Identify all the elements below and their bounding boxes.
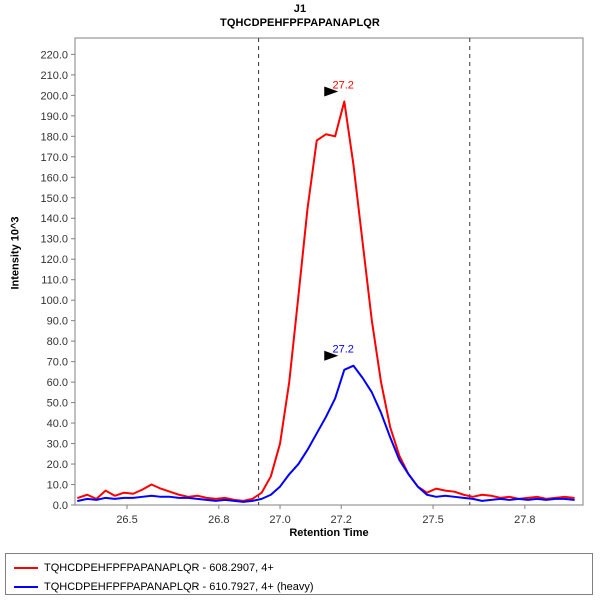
chart-title: J1 TQHCDPEHFPFPAPANAPLQR bbox=[0, 2, 600, 30]
y-tick-label: 220.0 bbox=[40, 49, 68, 61]
peak-arrow-icon bbox=[324, 86, 339, 97]
y-tick-label: 80.0 bbox=[47, 336, 68, 348]
y-tick-label: 160.0 bbox=[40, 172, 68, 184]
x-tick-label: 27.5 bbox=[422, 514, 443, 526]
y-tick-label: 210.0 bbox=[40, 70, 68, 82]
x-axis-title: Retention Time bbox=[289, 527, 369, 539]
y-tick-label: 120.0 bbox=[40, 254, 68, 266]
peak-label-heavy: 27.2 bbox=[333, 344, 354, 356]
y-tick-label: 130.0 bbox=[40, 234, 68, 246]
x-tick-group: 26.5 26.8 27.0 27.2 27.5 27.8 bbox=[116, 505, 536, 526]
y-tick-label: 170.0 bbox=[40, 152, 68, 164]
x-tick-label: 27.2 bbox=[331, 514, 352, 526]
chart-plot-area[interactable]: 0.0 10.0 20.0 30.0 40.0 50.0 60.0 70.0 80.0 90.0 1… bbox=[0, 0, 600, 545]
y-tick-label: 30.0 bbox=[47, 439, 68, 451]
integration-boundary-group bbox=[258, 38, 471, 505]
y-tick-label: 110.0 bbox=[41, 275, 68, 287]
y-tick-label: 60.0 bbox=[47, 377, 68, 389]
legend-item-light[interactable]: TQHCDPEHFPFPAPANAPLQR - 608.2907, 4+ bbox=[6, 558, 592, 577]
peptide-sequence: TQHCDPEHFPFPAPANAPLQR bbox=[220, 17, 380, 29]
chromatogram-svg[interactable]: 0.0 10.0 20.0 30.0 40.0 50.0 60.0 70.0 80.0 90.0 1… bbox=[0, 0, 600, 545]
y-tick-label: 70.0 bbox=[47, 357, 68, 369]
series-line-light[interactable] bbox=[77, 100, 575, 502]
legend-swatch-heavy-icon bbox=[14, 585, 38, 588]
y-tick-label: 100.0 bbox=[40, 295, 68, 307]
legend-item-heavy[interactable]: TQHCDPEHFPFPAPANAPLQR - 610.7927, 4+ (he… bbox=[6, 577, 592, 596]
y-tick-label: 190.0 bbox=[40, 111, 68, 123]
y-tick-label: 20.0 bbox=[47, 459, 68, 471]
x-tick-label: 26.5 bbox=[116, 514, 137, 526]
sample-name: J1 bbox=[293, 3, 307, 15]
y-tick-group: 0.0 10.0 20.0 30.0 40.0 50.0 60.0 70.0 80.0 90.0 1… bbox=[40, 49, 75, 512]
y-tick-label: 50.0 bbox=[47, 398, 68, 410]
peak-arrow-icon bbox=[324, 350, 339, 361]
y-tick-label: 150.0 bbox=[40, 193, 68, 205]
peak-label-light: 27.2 bbox=[333, 79, 354, 91]
plot-frame bbox=[74, 37, 584, 506]
legend: TQHCDPEHFPFPAPANAPLQR - 608.2907, 4+ TQH… bbox=[5, 553, 593, 595]
legend-label-heavy: TQHCDPEHFPFPAPANAPLQR - 610.7927, 4+ (he… bbox=[44, 580, 314, 593]
x-tick-label: 26.8 bbox=[208, 514, 229, 526]
x-tick-label: 27.8 bbox=[514, 514, 535, 526]
x-tick-label: 27.0 bbox=[269, 514, 290, 526]
y-tick-label: 200.0 bbox=[40, 90, 68, 102]
y-tick-label: 0.0 bbox=[53, 500, 68, 512]
y-tick-label: 180.0 bbox=[40, 131, 68, 143]
y-tick-label: 10.0 bbox=[47, 480, 68, 492]
legend-swatch-light-icon bbox=[14, 566, 38, 569]
legend-label-light: TQHCDPEHFPFPAPANAPLQR - 608.2907, 4+ bbox=[44, 561, 274, 574]
peak-annotation-group: 27.2 27.2 bbox=[324, 79, 354, 361]
series-line-heavy[interactable] bbox=[77, 364, 575, 503]
y-tick-label: 90.0 bbox=[47, 316, 68, 328]
y-tick-label: 140.0 bbox=[40, 213, 68, 225]
y-tick-label: 40.0 bbox=[47, 418, 68, 430]
